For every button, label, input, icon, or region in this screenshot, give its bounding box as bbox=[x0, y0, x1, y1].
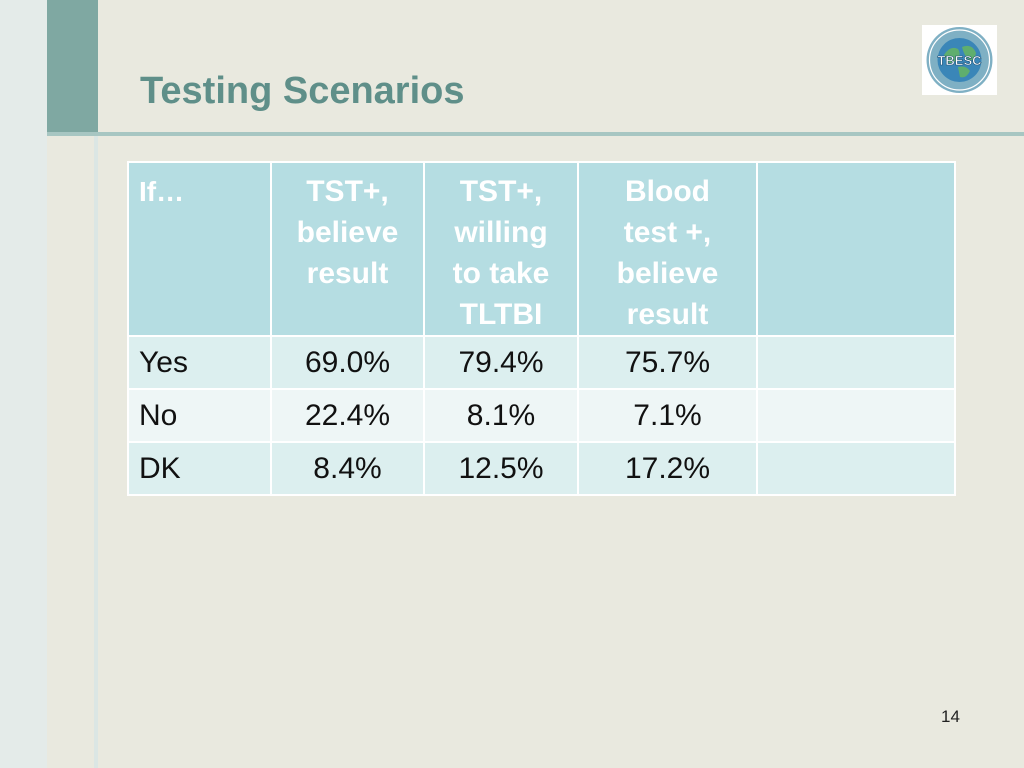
table-cell: 22.4% bbox=[270, 388, 425, 443]
page-number: 14 bbox=[941, 707, 960, 726]
header-line: result bbox=[306, 257, 389, 290]
table-cell: 79.4% bbox=[423, 335, 579, 390]
table-cell bbox=[756, 335, 956, 390]
header-line: TST+, bbox=[306, 175, 389, 208]
header-line: TST+, bbox=[459, 175, 543, 208]
row-label: No bbox=[127, 388, 272, 443]
header-line: believe bbox=[296, 216, 399, 249]
header-cell-blood-test: Blood test +, believe result bbox=[577, 161, 758, 337]
header-line: believe bbox=[616, 257, 719, 290]
table-cell bbox=[756, 441, 956, 496]
title-accent-bar bbox=[47, 0, 98, 136]
header-line: If… bbox=[139, 176, 185, 207]
header-line: willing bbox=[454, 216, 548, 249]
table-cell: 8.1% bbox=[423, 388, 579, 443]
table-row: No 22.4% 8.1% 7.1% bbox=[127, 388, 956, 443]
left-decorative-band bbox=[0, 0, 47, 768]
table-cell: 12.5% bbox=[423, 441, 579, 496]
table-row: Yes 69.0% 79.4% 75.7% bbox=[127, 335, 956, 390]
tbesc-logo: TBESC bbox=[922, 25, 997, 95]
header-cell-tst-believe: TST+, believe result bbox=[270, 161, 425, 337]
table-header-row: If… TST+, believe result TST+, willing t… bbox=[127, 161, 956, 337]
logo-text: TBESC bbox=[937, 53, 982, 68]
title-divider bbox=[47, 132, 1024, 136]
globe-logo-icon: TBESC bbox=[926, 27, 993, 93]
table-cell: 8.4% bbox=[270, 441, 425, 496]
header-line: result bbox=[626, 298, 709, 331]
left-band-edge bbox=[94, 136, 98, 768]
table-cell: 75.7% bbox=[577, 335, 758, 390]
header-line: test +, bbox=[623, 216, 712, 249]
table-cell bbox=[756, 388, 956, 443]
header-line: Blood bbox=[625, 175, 710, 208]
table-row: DK 8.4% 12.5% 17.2% bbox=[127, 441, 956, 496]
table-cell: 17.2% bbox=[577, 441, 758, 496]
testing-scenarios-table: If… TST+, believe result TST+, willing t… bbox=[127, 161, 956, 496]
header-line: TLTBI bbox=[459, 298, 543, 331]
header-cell-tst-willing: TST+, willing to take TLTBI bbox=[423, 161, 579, 337]
slide-title: Testing Scenarios bbox=[140, 70, 465, 112]
row-label: DK bbox=[127, 441, 272, 496]
table-cell: 7.1% bbox=[577, 388, 758, 443]
header-line: to take bbox=[452, 257, 550, 290]
table-cell: 69.0% bbox=[270, 335, 425, 390]
header-cell-if: If… bbox=[127, 161, 272, 337]
row-label: Yes bbox=[127, 335, 272, 390]
header-cell-empty bbox=[756, 161, 956, 337]
